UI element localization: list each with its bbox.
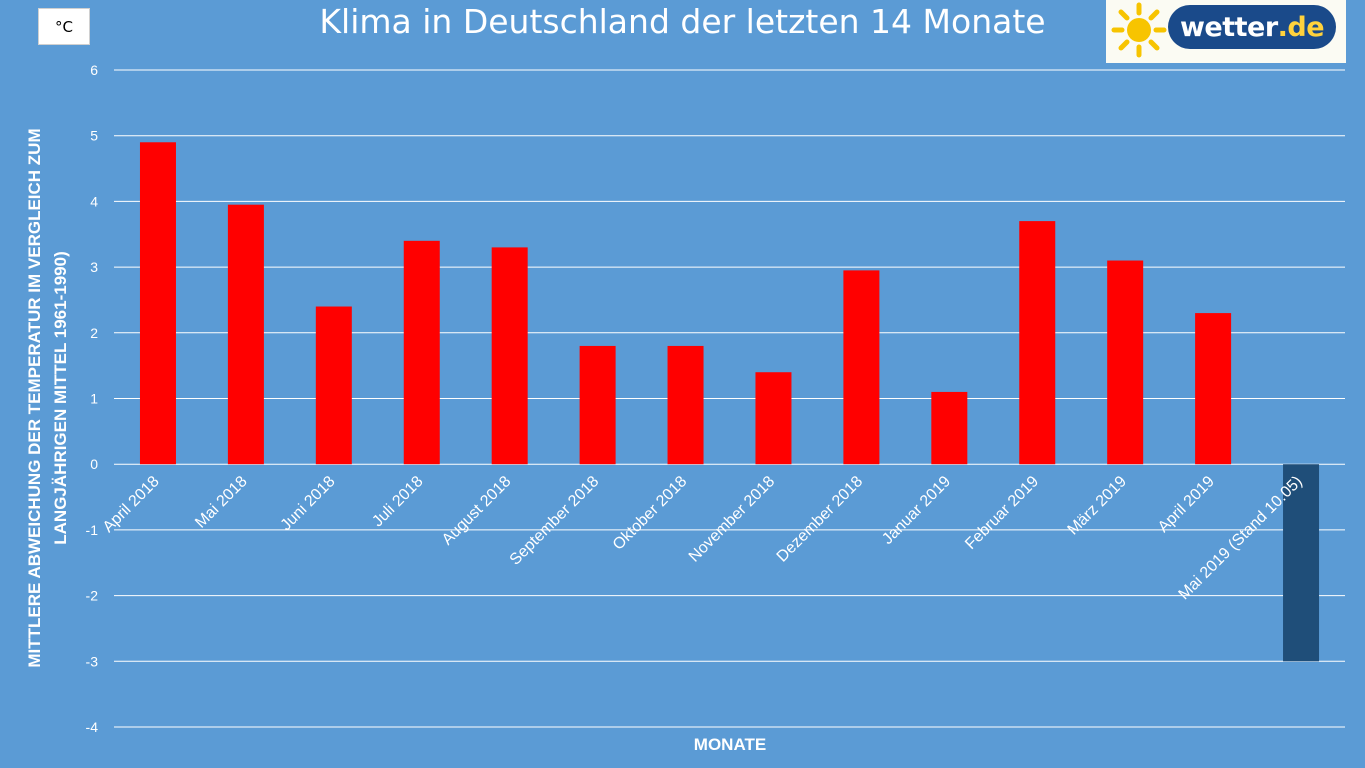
x-tick-labels: April 2018 Mai 2018 Juni 2018 Juli 2018 Augu… [100,473,1306,603]
bar-10 [1019,221,1056,465]
bar-11 [1107,260,1144,465]
bar-9 [931,391,968,465]
y-tick-label: -3 [86,653,99,669]
x-tick-label: Juni 2018 [278,473,339,534]
x-tick-label: September 2018 [507,473,603,569]
y-tick-label: -1 [86,522,99,538]
logo-wordmark: wetter .de [1168,5,1336,49]
bars [139,142,1320,662]
y-tick-label: 4 [90,193,98,209]
wetter-de-logo: wetter .de [1106,0,1346,63]
logo-tld: .de [1277,11,1325,43]
y-tick-labels: -4 -3 -2 -1 0 1 2 3 4 5 6 [86,62,99,735]
x-tick-label: April 2018 [100,473,163,536]
y-tick-label: 1 [90,391,98,407]
bar-7 [755,372,792,465]
chart-title: Klima in Deutschland der letzten 14 Mona… [319,2,1046,41]
x-tick-label: Mai 2018 [192,473,251,532]
x-tick-label: November 2018 [686,473,779,566]
x-tick-label: Oktober 2018 [610,473,691,554]
logo-brand: wetter [1179,11,1278,43]
bar-6 [667,345,704,465]
y-axis-title-line2: LANGJÄHRIGEN MITTEL 1961-1990) [51,251,70,545]
x-axis-title: MONATE [693,735,767,754]
bar-8 [843,270,880,465]
y-tick-label: -2 [86,588,99,604]
bar-13 [1283,464,1320,662]
y-tick-label: 0 [90,456,98,472]
x-tick-label: April 2019 [1155,473,1218,536]
unit-label: °C [38,8,90,45]
gridlines [114,69,1345,728]
bar-3 [403,240,440,465]
sun-icon [1111,2,1167,58]
x-tick-label: Januar 2019 [879,473,954,548]
y-tick-label: -4 [86,719,99,735]
x-tick-label: Februar 2019 [962,473,1042,553]
y-axis-title-line1: MITTLERE ABWEICHUNG DER TEMPERATUR IM VE… [25,128,44,668]
y-axis-title: MITTLERE ABWEICHUNG DER TEMPERATUR IM VE… [22,78,74,718]
y-tick-label: 3 [90,259,98,275]
x-tick-label: August 2018 [439,473,515,549]
bar-4 [491,247,528,465]
x-tick-label: Juli 2018 [369,473,426,530]
bar-1 [227,204,264,465]
bar-2 [315,306,352,465]
y-tick-label: 2 [90,325,98,341]
y-tick-label: 5 [90,128,98,144]
bar-12 [1195,313,1232,465]
bar-0 [139,142,176,465]
y-tick-label: 6 [90,62,98,78]
x-tick-label: Dezember 2018 [774,473,867,566]
x-tick-label: März 2019 [1065,473,1131,539]
bar-5 [579,345,616,465]
